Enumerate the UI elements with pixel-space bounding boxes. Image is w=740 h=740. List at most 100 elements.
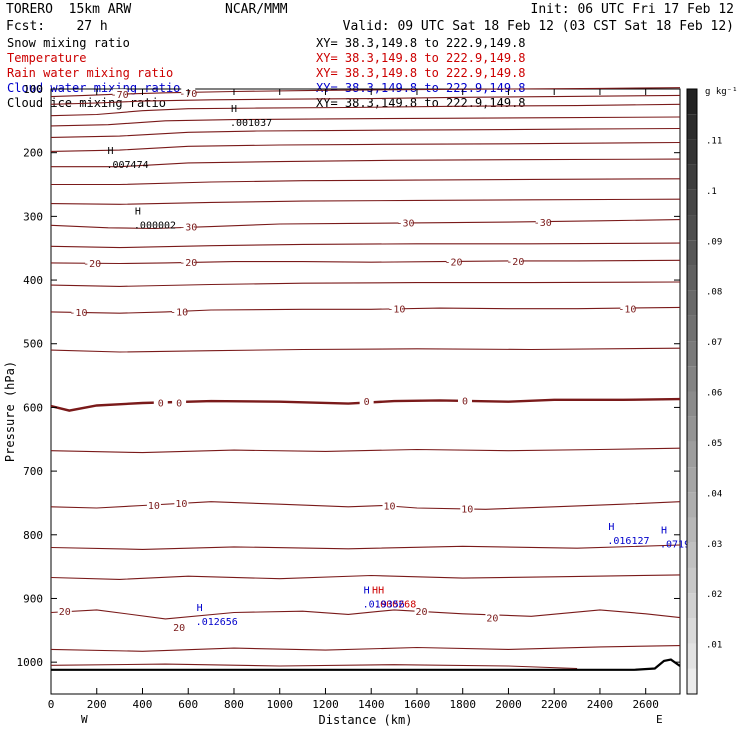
colorbar-segment-17 (687, 240, 697, 266)
colorbar-segment-4 (687, 567, 697, 594)
contour-label-17-3: 10 (461, 505, 473, 516)
contour-label-bg-13-0 (71, 306, 86, 317)
colorbar-tick-2: .03 (706, 540, 722, 550)
contour-label-bg-13-2 (389, 303, 404, 314)
temperature-contour-14 (50, 347, 681, 353)
maximum-marker-5: H (197, 603, 203, 614)
colorbar-tick-8: .09 (706, 237, 722, 247)
contour-label-bg-11-1 (181, 257, 196, 268)
contour-label-bg-13-1 (172, 306, 187, 317)
maximum-marker-6: HH (372, 586, 384, 597)
contour-label-bg-20-0 (57, 606, 72, 617)
colorbar: .01 .02 .03 .04 .05 .06 .07 .08 .09 .1 .11 g kg⁻¹ (686, 87, 738, 695)
y-tick-label-2: 300 (23, 210, 43, 223)
contour-label-11-2: -20 (445, 258, 463, 269)
y-axis-label: Pressure (hPa) (3, 361, 17, 462)
x-tick-label-8: 1600 (404, 698, 431, 711)
colorbar-tick-10: .11 (706, 136, 722, 146)
temperature-contour-16 (50, 447, 681, 454)
contour-label-13-0: -10 (69, 308, 87, 319)
contour-label-15-0: 0 (158, 398, 164, 409)
y-tick-label-8: 900 (23, 592, 43, 605)
contour-label-15-3: 0 (462, 396, 468, 407)
contour-label-bg-13-3 (620, 303, 635, 314)
x-tick-label-0: 0 (48, 698, 55, 711)
colorbar-segment-5 (687, 542, 697, 568)
x-tick-label-6: 1200 (312, 698, 339, 711)
temperature-contour-8 (50, 198, 681, 205)
terrain-line (51, 658, 681, 671)
contour-label-bg-9-1 (398, 217, 413, 228)
colorbar-segment-3 (687, 593, 697, 619)
temperature-contour-3 (50, 116, 681, 127)
y-tick-label-6: 700 (23, 465, 43, 478)
contour-label-20-0: 20 (59, 607, 71, 618)
maximum-value-3: .016127 (607, 536, 649, 547)
legend-label-0: Snow mixing ratio (7, 36, 130, 50)
contour-label-bg-9-0 (181, 221, 196, 232)
legend-xy-0: XY= 38.3,149.8 to 222.9,149.8 (316, 36, 526, 50)
temperature-contour-12 (50, 281, 681, 287)
colorbar-segment-1 (687, 643, 697, 669)
colorbar-segment-7 (687, 492, 697, 518)
contour-label-bg-11-0 (85, 257, 100, 268)
maximum-value-4: .0719 (660, 540, 690, 551)
temperature-contour-10 (50, 242, 681, 249)
colorbar-segment-21 (687, 139, 697, 165)
temperature-contour-22 (50, 663, 578, 670)
contour-label-bg-0-0 (112, 89, 127, 100)
x-tick-label-7: 1400 (358, 698, 385, 711)
x-tick-label-1: 200 (87, 698, 107, 711)
contour-label-bg-20-2 (414, 606, 429, 617)
contour-label-17-0: 10 (148, 501, 160, 512)
maximum-value-6: .000268 (374, 600, 416, 611)
maximum-value-5: .012656 (196, 617, 238, 628)
contour-label-11-3: -20 (506, 257, 524, 268)
temperature-contour-7 (51, 178, 681, 186)
contour-label-bg-15-3 (457, 395, 472, 406)
colorbar-segment-18 (687, 215, 697, 241)
contour-label-bg-17-3 (460, 503, 475, 514)
contour-label-bg-9-2 (535, 217, 550, 228)
colorbar-segment-23 (687, 89, 697, 115)
x-tick-label-12: 2400 (587, 698, 614, 711)
contour-label-bg-20-3 (485, 612, 500, 623)
contour-label-bg-15-0 (153, 397, 168, 408)
temperature-contour-11 (50, 259, 681, 265)
x-axis-label: Distance (km) (319, 713, 413, 727)
temperature-contour-21 (50, 645, 681, 652)
contour-label-bg-11-3 (508, 255, 523, 266)
colorbar-tick-6: .07 (706, 338, 722, 348)
x-tick-label-11: 2200 (541, 698, 568, 711)
temperature-contour-17 (50, 501, 681, 510)
contour-label-11-0: -20 (83, 259, 101, 270)
valid-time: Valid: 09 UTC Sat 18 Feb 12 (03 CST Sat … (343, 19, 734, 34)
y-tick-label-3: 400 (23, 274, 43, 287)
contour-label-11-1: -20 (179, 258, 197, 269)
west-label: W (81, 713, 88, 726)
colorbar-segment-19 (687, 189, 697, 216)
center-title: NCAR/MMM (225, 2, 288, 17)
contour-label-20-3: 20 (486, 614, 498, 625)
colorbar-segment-10 (687, 416, 697, 442)
x-tick-label-4: 800 (224, 698, 244, 711)
x-tick-label-3: 600 (178, 698, 198, 711)
contour-label-0-0: -70 (111, 90, 129, 101)
colorbar-segment-11 (687, 391, 697, 417)
temperature-contour-5 (50, 141, 681, 152)
maximum-marker-0: H (231, 104, 237, 115)
maximum-value-0: .001037 (230, 118, 272, 129)
init-time: Init: 06 UTC Fri 17 Feb 12 (531, 2, 735, 17)
forecast-hour: Fcst: 27 h (6, 19, 108, 34)
legend-label-2: Rain water mixing ratio (7, 66, 173, 80)
temperature-contour-19 (50, 574, 681, 580)
colorbar-segment-14 (687, 315, 697, 342)
contour-label-bg-17-1 (174, 497, 189, 508)
colorbar-segment-20 (687, 164, 697, 190)
legend-label-1: Temperature (7, 51, 86, 65)
colorbar-segment-2 (687, 618, 697, 644)
maximum-marker-2: H (135, 207, 141, 218)
colorbar-tick-3: .04 (706, 489, 722, 499)
